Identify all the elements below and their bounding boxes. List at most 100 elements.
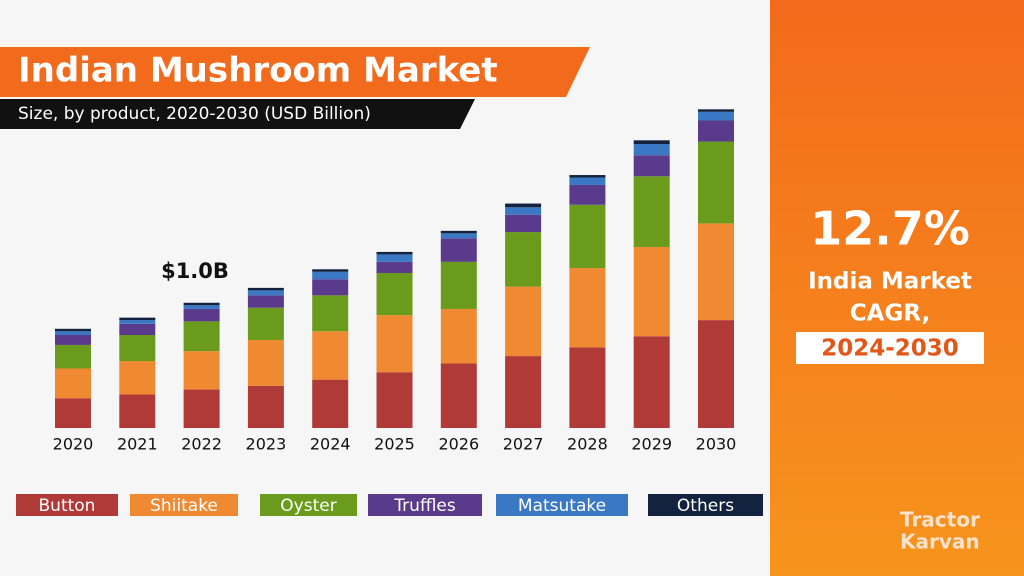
title-banner [0,47,590,97]
x-tick-label: 2026 [438,435,479,454]
x-tick-label: 2029 [631,435,672,454]
x-tick-label: 2025 [374,435,415,454]
bar-segment [312,271,349,280]
bar-segment [633,176,670,247]
bar-segment [119,320,156,324]
bar-segment [119,317,156,321]
x-tick-label: 2030 [696,435,737,454]
bar-segment [183,389,220,428]
x-tick-label: 2023 [246,435,287,454]
legend-swatch [368,494,482,516]
legend-swatch [260,494,357,516]
bar-segment [247,290,284,296]
bar-segment [247,295,284,308]
legend-swatch [648,494,763,516]
legend-swatch [16,494,118,516]
bar-segment [569,175,606,178]
side-panel [770,0,1024,576]
cagr-period: 2024-2030 [821,336,959,362]
bar-segment [312,279,349,296]
bar-segment [376,261,413,273]
bar-segment [183,351,220,390]
bar-segment [312,269,349,272]
legend-label: Truffles [393,496,456,516]
bar-segment [440,363,477,428]
x-tick-label: 2022 [181,435,222,454]
bar-segment [183,308,220,322]
bar-segment [569,204,606,269]
bar-segment [183,305,220,309]
bar-segment [247,385,284,428]
legend-swatch [496,494,628,516]
x-tick-label: 2027 [503,435,544,454]
bar-segment [569,177,606,185]
brand: Tractor [900,508,980,532]
bar-segment [119,335,156,362]
legend-swatch [130,494,238,516]
bar-segment [55,331,91,335]
brand: Karvan [900,530,980,554]
bar-segment [247,307,284,340]
bar-segment [312,331,349,380]
bar-segment [440,233,477,239]
chart-subtitle: Size, by product, 2020-2030 (USD Billion… [18,104,371,124]
bar-segment [376,251,413,255]
bar-segment [505,232,542,287]
bar-segment [440,238,477,262]
bar-segment [55,328,91,332]
x-tick-label: 2024 [310,435,351,454]
chart-title: Indian Mushroom Market [18,51,498,91]
bar-segment [505,207,542,215]
x-tick-label: 2028 [567,435,608,454]
bar-segment [633,246,670,337]
bar-segment [247,287,284,291]
bar-segment [119,361,156,395]
bar-segment [440,230,477,234]
bar-segment [505,286,542,357]
bar-segment [633,336,670,428]
bar-segment [376,372,413,428]
bar-segment [312,379,349,428]
bar-segment [505,356,542,428]
bar-segment [440,308,477,364]
bar-segment [505,203,542,208]
cagr-label: CAGR, [850,301,930,327]
bar-segment [569,184,606,205]
x-tick-label: 2021 [117,435,158,454]
cagr-label: India Market [808,269,972,295]
bar-segment [247,339,284,386]
bar-segment [440,261,477,309]
legend-label: Oyster [280,496,336,516]
bar-segment [698,223,734,321]
period-box [796,332,984,364]
bar-segment [698,120,734,142]
bar-segment [698,111,734,121]
bar-segment [376,315,413,373]
bar-segment [698,320,734,428]
x-tick-label: 2020 [53,435,94,454]
bar-segment [55,398,91,428]
legend-label: Button [39,496,96,516]
bar-segment [569,347,606,428]
legend-label: Shiitake [150,496,218,516]
bar-segment [55,344,91,369]
bar-segment [633,140,670,145]
bar-segment [698,141,734,224]
cagr-value: 12.7% [810,202,970,256]
legend-label: Others [677,496,734,516]
bar-segment [55,368,91,399]
bar-segment [55,335,91,345]
bar-segment [569,268,606,348]
bar-segment [119,394,156,428]
bar-segment [312,295,349,332]
bar-segment [633,155,670,177]
bar-segment [505,214,542,233]
bar-segment [376,273,413,316]
bar-segment [633,144,670,156]
legend-label: Matsutake [518,496,606,516]
annotation: $1.0B [161,259,229,283]
bar-segment [698,109,734,112]
bar-segment [376,254,413,262]
subtitle-banner [0,99,475,129]
